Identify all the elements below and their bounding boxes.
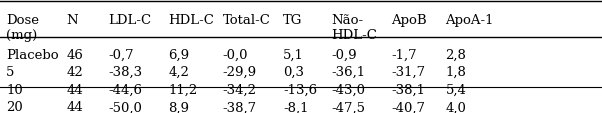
Text: -34,2: -34,2 bbox=[223, 83, 256, 96]
Text: 46: 46 bbox=[66, 48, 83, 61]
Text: 5,4: 5,4 bbox=[445, 83, 467, 96]
Text: 44: 44 bbox=[66, 83, 83, 96]
Text: 42: 42 bbox=[66, 66, 83, 78]
Text: -29,9: -29,9 bbox=[223, 66, 257, 78]
Text: -36,1: -36,1 bbox=[331, 66, 365, 78]
Text: 11,2: 11,2 bbox=[169, 83, 198, 96]
Text: 4,2: 4,2 bbox=[169, 66, 190, 78]
Text: -43,0: -43,0 bbox=[331, 83, 365, 96]
Text: TG: TG bbox=[283, 13, 302, 26]
Text: 10: 10 bbox=[6, 83, 23, 96]
Text: Não-
HDL-C: Não- HDL-C bbox=[331, 13, 377, 41]
Text: -1,7: -1,7 bbox=[391, 48, 417, 61]
Text: 1,8: 1,8 bbox=[445, 66, 467, 78]
Text: N: N bbox=[66, 13, 78, 26]
Text: ApoA-1: ApoA-1 bbox=[445, 13, 494, 26]
Text: -0,9: -0,9 bbox=[331, 48, 357, 61]
Text: 5: 5 bbox=[6, 66, 14, 78]
Text: -40,7: -40,7 bbox=[391, 100, 425, 113]
Text: 0,3: 0,3 bbox=[283, 66, 304, 78]
Text: 4,0: 4,0 bbox=[445, 100, 467, 113]
Text: -38,1: -38,1 bbox=[391, 83, 425, 96]
Text: 20: 20 bbox=[6, 100, 23, 113]
Text: -31,7: -31,7 bbox=[391, 66, 426, 78]
Text: -13,6: -13,6 bbox=[283, 83, 317, 96]
Text: -8,1: -8,1 bbox=[283, 100, 308, 113]
Text: HDL-C: HDL-C bbox=[169, 13, 214, 26]
Text: Placebo: Placebo bbox=[6, 48, 58, 61]
Text: 6,9: 6,9 bbox=[169, 48, 190, 61]
Text: -44,6: -44,6 bbox=[108, 83, 142, 96]
Text: -0,7: -0,7 bbox=[108, 48, 134, 61]
Text: Dose
(mg): Dose (mg) bbox=[6, 13, 39, 41]
Text: ApoB: ApoB bbox=[391, 13, 427, 26]
Text: Total-C: Total-C bbox=[223, 13, 271, 26]
Text: 8,9: 8,9 bbox=[169, 100, 190, 113]
Text: -38,3: -38,3 bbox=[108, 66, 143, 78]
Text: -0,0: -0,0 bbox=[223, 48, 248, 61]
Text: -47,5: -47,5 bbox=[331, 100, 365, 113]
Text: 44: 44 bbox=[66, 100, 83, 113]
Text: LDL-C: LDL-C bbox=[108, 13, 152, 26]
Text: 2,8: 2,8 bbox=[445, 48, 467, 61]
Text: -50,0: -50,0 bbox=[108, 100, 142, 113]
Text: 5,1: 5,1 bbox=[283, 48, 304, 61]
Text: -38,7: -38,7 bbox=[223, 100, 257, 113]
